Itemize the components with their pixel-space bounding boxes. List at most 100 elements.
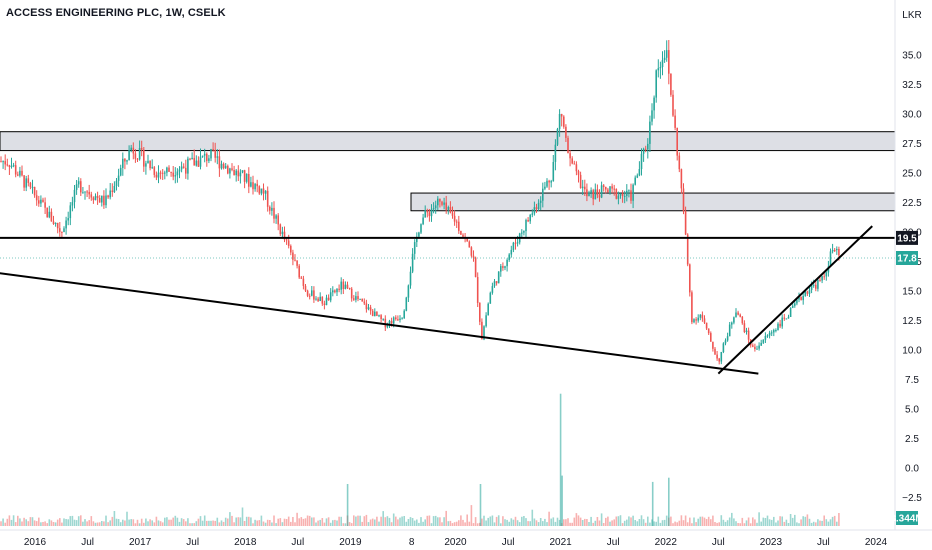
volume-bar — [237, 517, 240, 526]
candle-body — [27, 178, 30, 183]
candle-body — [392, 317, 395, 324]
candle-body — [428, 212, 431, 217]
volume-bar — [56, 519, 59, 526]
candle-body — [17, 174, 19, 176]
x-tick-label: Jul — [291, 537, 304, 548]
candle-body — [796, 299, 798, 304]
volume-bar — [569, 522, 571, 526]
volume-bar — [747, 517, 750, 526]
candle-body — [544, 186, 546, 189]
trend-line — [717, 225, 873, 375]
candle-body — [806, 291, 809, 294]
candle-body — [630, 190, 632, 201]
candle-body — [275, 215, 277, 219]
candle-body — [124, 158, 126, 162]
volume-bar — [672, 523, 674, 526]
volume-bar — [422, 521, 424, 526]
volume-bar — [271, 522, 273, 526]
candle-body — [290, 245, 292, 253]
candle-body — [298, 265, 300, 278]
volume-bar — [382, 511, 384, 526]
candle-body — [720, 352, 723, 362]
volume-bar — [581, 520, 584, 526]
candle-body — [420, 224, 422, 233]
volume-bar — [101, 521, 103, 526]
candle-body — [552, 162, 555, 182]
candle-body — [56, 222, 59, 229]
candle-body — [647, 143, 649, 150]
volume-bar — [145, 518, 147, 526]
volume-bar — [6, 518, 9, 526]
volume-bar — [508, 521, 510, 526]
candle-body — [691, 292, 693, 323]
volume-bar — [789, 514, 792, 526]
candle-body — [422, 217, 424, 225]
volume-bar — [779, 516, 781, 526]
volume-bar — [71, 515, 74, 526]
candle-body — [655, 70, 657, 98]
volume-bar — [50, 520, 53, 526]
volume-bar — [69, 516, 72, 526]
volume-bar — [497, 515, 500, 526]
volume-bar — [44, 521, 46, 526]
volume-bar — [504, 519, 506, 526]
volume-bar — [187, 518, 189, 526]
volume-bar — [128, 519, 130, 526]
candle-body — [737, 312, 739, 315]
volume-bar — [329, 522, 332, 526]
volume-bar — [161, 522, 164, 526]
volume-bar — [432, 516, 435, 526]
volume-bar — [296, 512, 298, 526]
candle-body — [493, 281, 496, 287]
candle-body — [550, 181, 552, 183]
candle-body — [151, 167, 153, 169]
volume-bar — [378, 521, 380, 526]
volume-bar — [794, 514, 796, 526]
volume-bar — [210, 520, 212, 526]
volume-bar — [426, 515, 429, 526]
candle-body — [411, 253, 414, 272]
candle-body — [672, 94, 674, 116]
volume-bar — [390, 522, 393, 526]
volume-bar — [546, 522, 548, 526]
x-tick-label: 2020 — [444, 537, 467, 548]
candle-body — [122, 158, 124, 168]
candle-body — [4, 161, 6, 165]
candle-body — [621, 193, 624, 196]
candle-body — [130, 147, 132, 151]
candle-body — [619, 193, 622, 196]
candle-body — [31, 186, 34, 188]
candle-body — [311, 290, 313, 296]
volume-bar — [397, 519, 399, 526]
candle-body — [206, 153, 208, 161]
candle-body — [193, 157, 195, 166]
volume-bar — [245, 516, 248, 526]
candle-body — [229, 168, 231, 174]
candle-body — [292, 252, 294, 260]
volume-bar — [783, 521, 786, 526]
candle-body — [413, 242, 416, 254]
volume-bar — [340, 516, 342, 526]
volume-bar — [117, 519, 120, 526]
volume-bar — [481, 518, 483, 526]
candle-body — [485, 315, 487, 327]
price-tag-label: 17.8 — [897, 254, 917, 265]
volume-bar — [178, 521, 181, 526]
candle-body — [455, 221, 458, 223]
candle-body — [760, 342, 762, 346]
candle-body — [472, 255, 475, 258]
volume-bar — [256, 520, 258, 526]
candle-body — [808, 290, 811, 294]
candle-body — [626, 190, 628, 196]
volume-bar — [168, 519, 170, 526]
volume-bar — [552, 517, 555, 526]
candle-body — [770, 332, 773, 334]
volume-bar — [821, 520, 823, 526]
candle-body — [644, 148, 647, 150]
candle-body — [449, 207, 452, 213]
volume-bar — [46, 523, 48, 526]
volume-bar — [565, 519, 567, 526]
candle-body — [371, 310, 374, 317]
y-tick-label: 30.0 — [902, 110, 922, 121]
